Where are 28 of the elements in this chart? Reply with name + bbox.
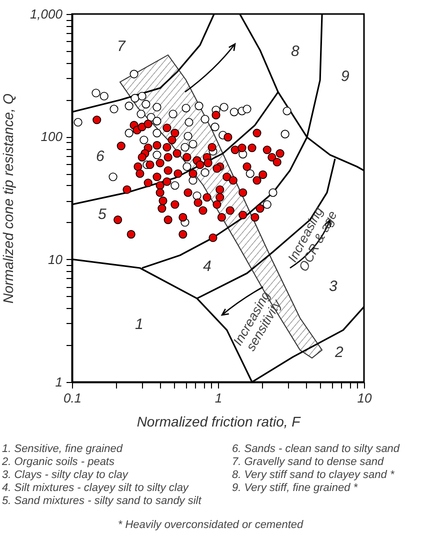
- text: 5. Sand mixtures - silty sand to sandy silt: [2, 495, 202, 507]
- x-tick-label: 1: [214, 390, 222, 406]
- annotation: 7: [117, 38, 126, 55]
- annotation: 1: [135, 316, 144, 333]
- x-axis-title: Normalized friction ratio, F: [136, 414, 302, 430]
- text: 2. Organic soils - peats: [2, 456, 114, 468]
- text: 1. Sensitive, fine grained: [2, 443, 122, 455]
- y-tick-label: 1,000: [30, 6, 64, 22]
- annotation: 5: [98, 206, 106, 223]
- text: * Heavily overconsidated or cemented: [116, 519, 304, 531]
- y-tick-label: 100: [40, 129, 64, 144]
- y-tick-label: 1: [55, 374, 62, 390]
- annotation: 2: [335, 344, 344, 361]
- x-tick-label: 0.1: [63, 390, 82, 406]
- y-axis-title: Normalized cone tip resistance, Q: [0, 93, 16, 304]
- annotation: 9: [341, 68, 350, 85]
- annotation: 3: [329, 278, 338, 295]
- annotation: 4: [203, 258, 212, 275]
- annotation: 6: [96, 148, 104, 165]
- text: 3. Clays - silty clay to clay: [2, 469, 128, 481]
- y-tick-label: 10: [48, 252, 64, 267]
- text: 9. Very stiff, fine grained *: [232, 482, 358, 494]
- text: 4. Silt mixtures - clayey silt to silty clay: [2, 482, 188, 494]
- x-tick-label: 10: [357, 390, 372, 406]
- text: 6. Sands - clean sand to silty sand: [232, 443, 400, 455]
- text: 7. Gravelly sand to dense sand: [232, 456, 384, 468]
- annotation: 8: [291, 43, 300, 60]
- text: 8. Very stiff sand to clayey sand *: [232, 469, 394, 481]
